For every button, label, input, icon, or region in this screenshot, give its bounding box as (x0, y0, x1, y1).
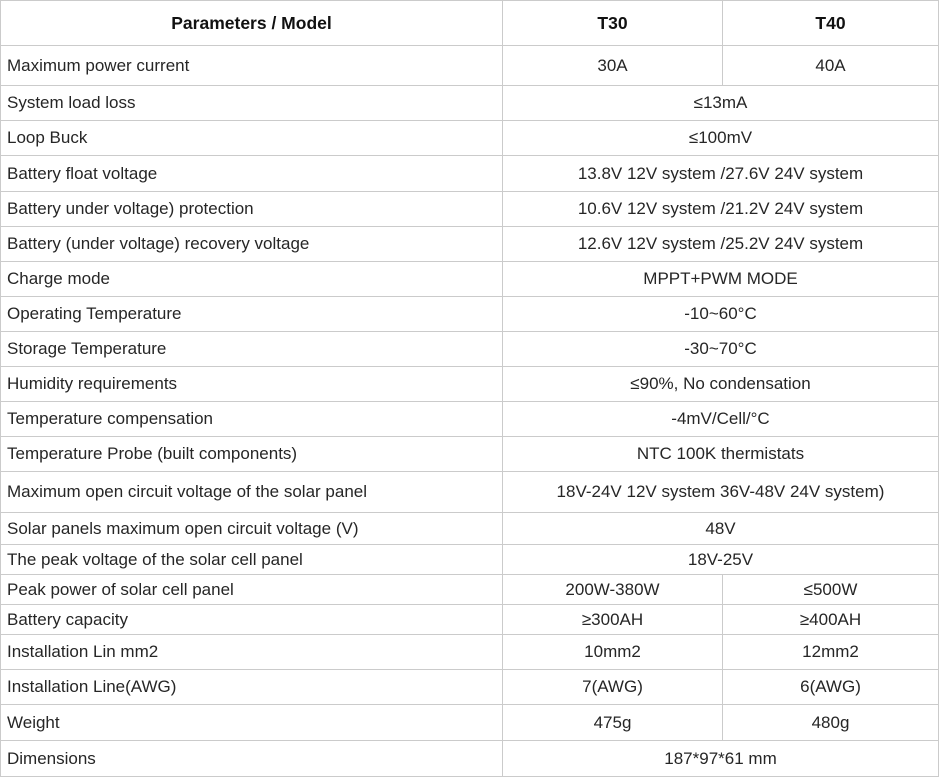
header-model-t40: T40 (722, 0, 939, 46)
param-cell: Humidity requirements (0, 366, 503, 402)
value-cell-shared: 18V-25V (502, 544, 939, 575)
table-row: The peak voltage of the solar cell panel… (0, 544, 939, 575)
param-cell: Charge mode (0, 261, 503, 297)
value-cell-shared: 187*97*61 mm (502, 740, 939, 777)
param-cell: The peak voltage of the solar cell panel (0, 544, 503, 575)
param-cell: Dimensions (0, 740, 503, 777)
table-row: System load loss ≤13mA (0, 85, 939, 121)
param-cell: Battery capacity (0, 604, 503, 635)
header-parameters-model: Parameters / Model (0, 0, 503, 46)
value-cell-t40: ≥400AH (722, 604, 939, 635)
param-cell: Loop Buck (0, 120, 503, 156)
table-row: Storage Temperature -30~70°C (0, 331, 939, 367)
value-cell-shared: 18V-24V 12V system 36V-48V 24V system) (502, 471, 939, 513)
table-row: Loop Buck ≤100mV (0, 120, 939, 156)
table-row: Battery (under voltage) recovery voltage… (0, 226, 939, 262)
table-row: Battery float voltage 13.8V 12V system /2… (0, 155, 939, 192)
value-cell-shared: ≤100mV (502, 120, 939, 156)
value-cell-t40: 40A (722, 45, 939, 86)
value-cell-t40: ≤500W (722, 574, 939, 605)
table-row: Weight 475g 480g (0, 704, 939, 741)
value-cell-shared: ≤13mA (502, 85, 939, 121)
table-row: Temperature Probe (built components) NTC … (0, 436, 939, 472)
value-cell-shared: -4mV/Cell/°C (502, 401, 939, 437)
table-row: Charge mode MPPT+PWM MODE (0, 261, 939, 297)
table-row: Maximum power current 30A 40A (0, 45, 939, 86)
value-cell-shared: 13.8V 12V system /27.6V 24V system (502, 155, 939, 192)
param-cell: Installation Lin mm2 (0, 634, 503, 670)
param-cell: Temperature Probe (built components) (0, 436, 503, 472)
value-cell-shared: -10~60°C (502, 296, 939, 332)
table-body: Maximum power current 30A 40A System load l… (0, 45, 939, 777)
param-cell: Peak power of solar cell panel (0, 574, 503, 605)
table-row: Battery capacity ≥300AH ≥400AH (0, 604, 939, 635)
param-cell: System load loss (0, 85, 503, 121)
table-header: Parameters / Model T30 T40 (0, 0, 939, 46)
value-cell-t40: 12mm2 (722, 634, 939, 670)
value-cell-shared: 10.6V 12V system /21.2V 24V system (502, 191, 939, 227)
header-model-t30: T30 (502, 0, 723, 46)
value-cell-t40: 480g (722, 704, 939, 741)
value-cell-shared: 12.6V 12V system /25.2V 24V system (502, 226, 939, 262)
value-cell-shared: -30~70°C (502, 331, 939, 367)
table-row: Maximum open circuit voltage of the sola… (0, 471, 939, 513)
param-cell: Battery (under voltage) recovery voltage (0, 226, 503, 262)
value-cell-shared: NTC 100K thermistats (502, 436, 939, 472)
param-cell: Temperature compensation (0, 401, 503, 437)
value-cell-t30: 475g (502, 704, 723, 741)
table-row: Solar panels maximum open circuit voltag… (0, 512, 939, 545)
param-cell: Solar panels maximum open circuit voltag… (0, 512, 503, 545)
table-row: Temperature compensation -4mV/Cell/°C (0, 401, 939, 437)
table-row: Humidity requirements ≤90%, No condensati… (0, 366, 939, 402)
value-cell-shared: MPPT+PWM MODE (502, 261, 939, 297)
value-cell-t30: ≥300AH (502, 604, 723, 635)
param-cell: Battery float voltage (0, 155, 503, 192)
param-cell: Installation Line(AWG) (0, 669, 503, 705)
param-cell: Maximum open circuit voltage of the sola… (0, 471, 503, 513)
table-row: Peak power of solar cell panel 200W-380W ≤… (0, 574, 939, 605)
value-cell-t40: 6(AWG) (722, 669, 939, 705)
value-cell-t30: 200W-380W (502, 574, 723, 605)
param-cell: Weight (0, 704, 503, 741)
table-row: Battery under voltage) protection 10.6V 1… (0, 191, 939, 227)
value-cell-t30: 7(AWG) (502, 669, 723, 705)
table-row: Installation Line(AWG) 7(AWG) 6(AWG) (0, 669, 939, 705)
header-row: Parameters / Model T30 T40 (0, 0, 939, 46)
param-cell: Battery under voltage) protection (0, 191, 503, 227)
param-cell: Operating Temperature (0, 296, 503, 332)
value-cell-shared: ≤90%, No condensation (502, 366, 939, 402)
param-cell: Maximum power current (0, 45, 503, 86)
value-cell-t30: 30A (502, 45, 723, 86)
table-row: Dimensions 187*97*61 mm (0, 740, 939, 777)
table-row: Installation Lin mm2 10mm2 12mm2 (0, 634, 939, 670)
value-cell-t30: 10mm2 (502, 634, 723, 670)
table-row: Operating Temperature -10~60°C (0, 296, 939, 332)
param-cell: Storage Temperature (0, 331, 503, 367)
value-cell-shared: 48V (502, 512, 939, 545)
